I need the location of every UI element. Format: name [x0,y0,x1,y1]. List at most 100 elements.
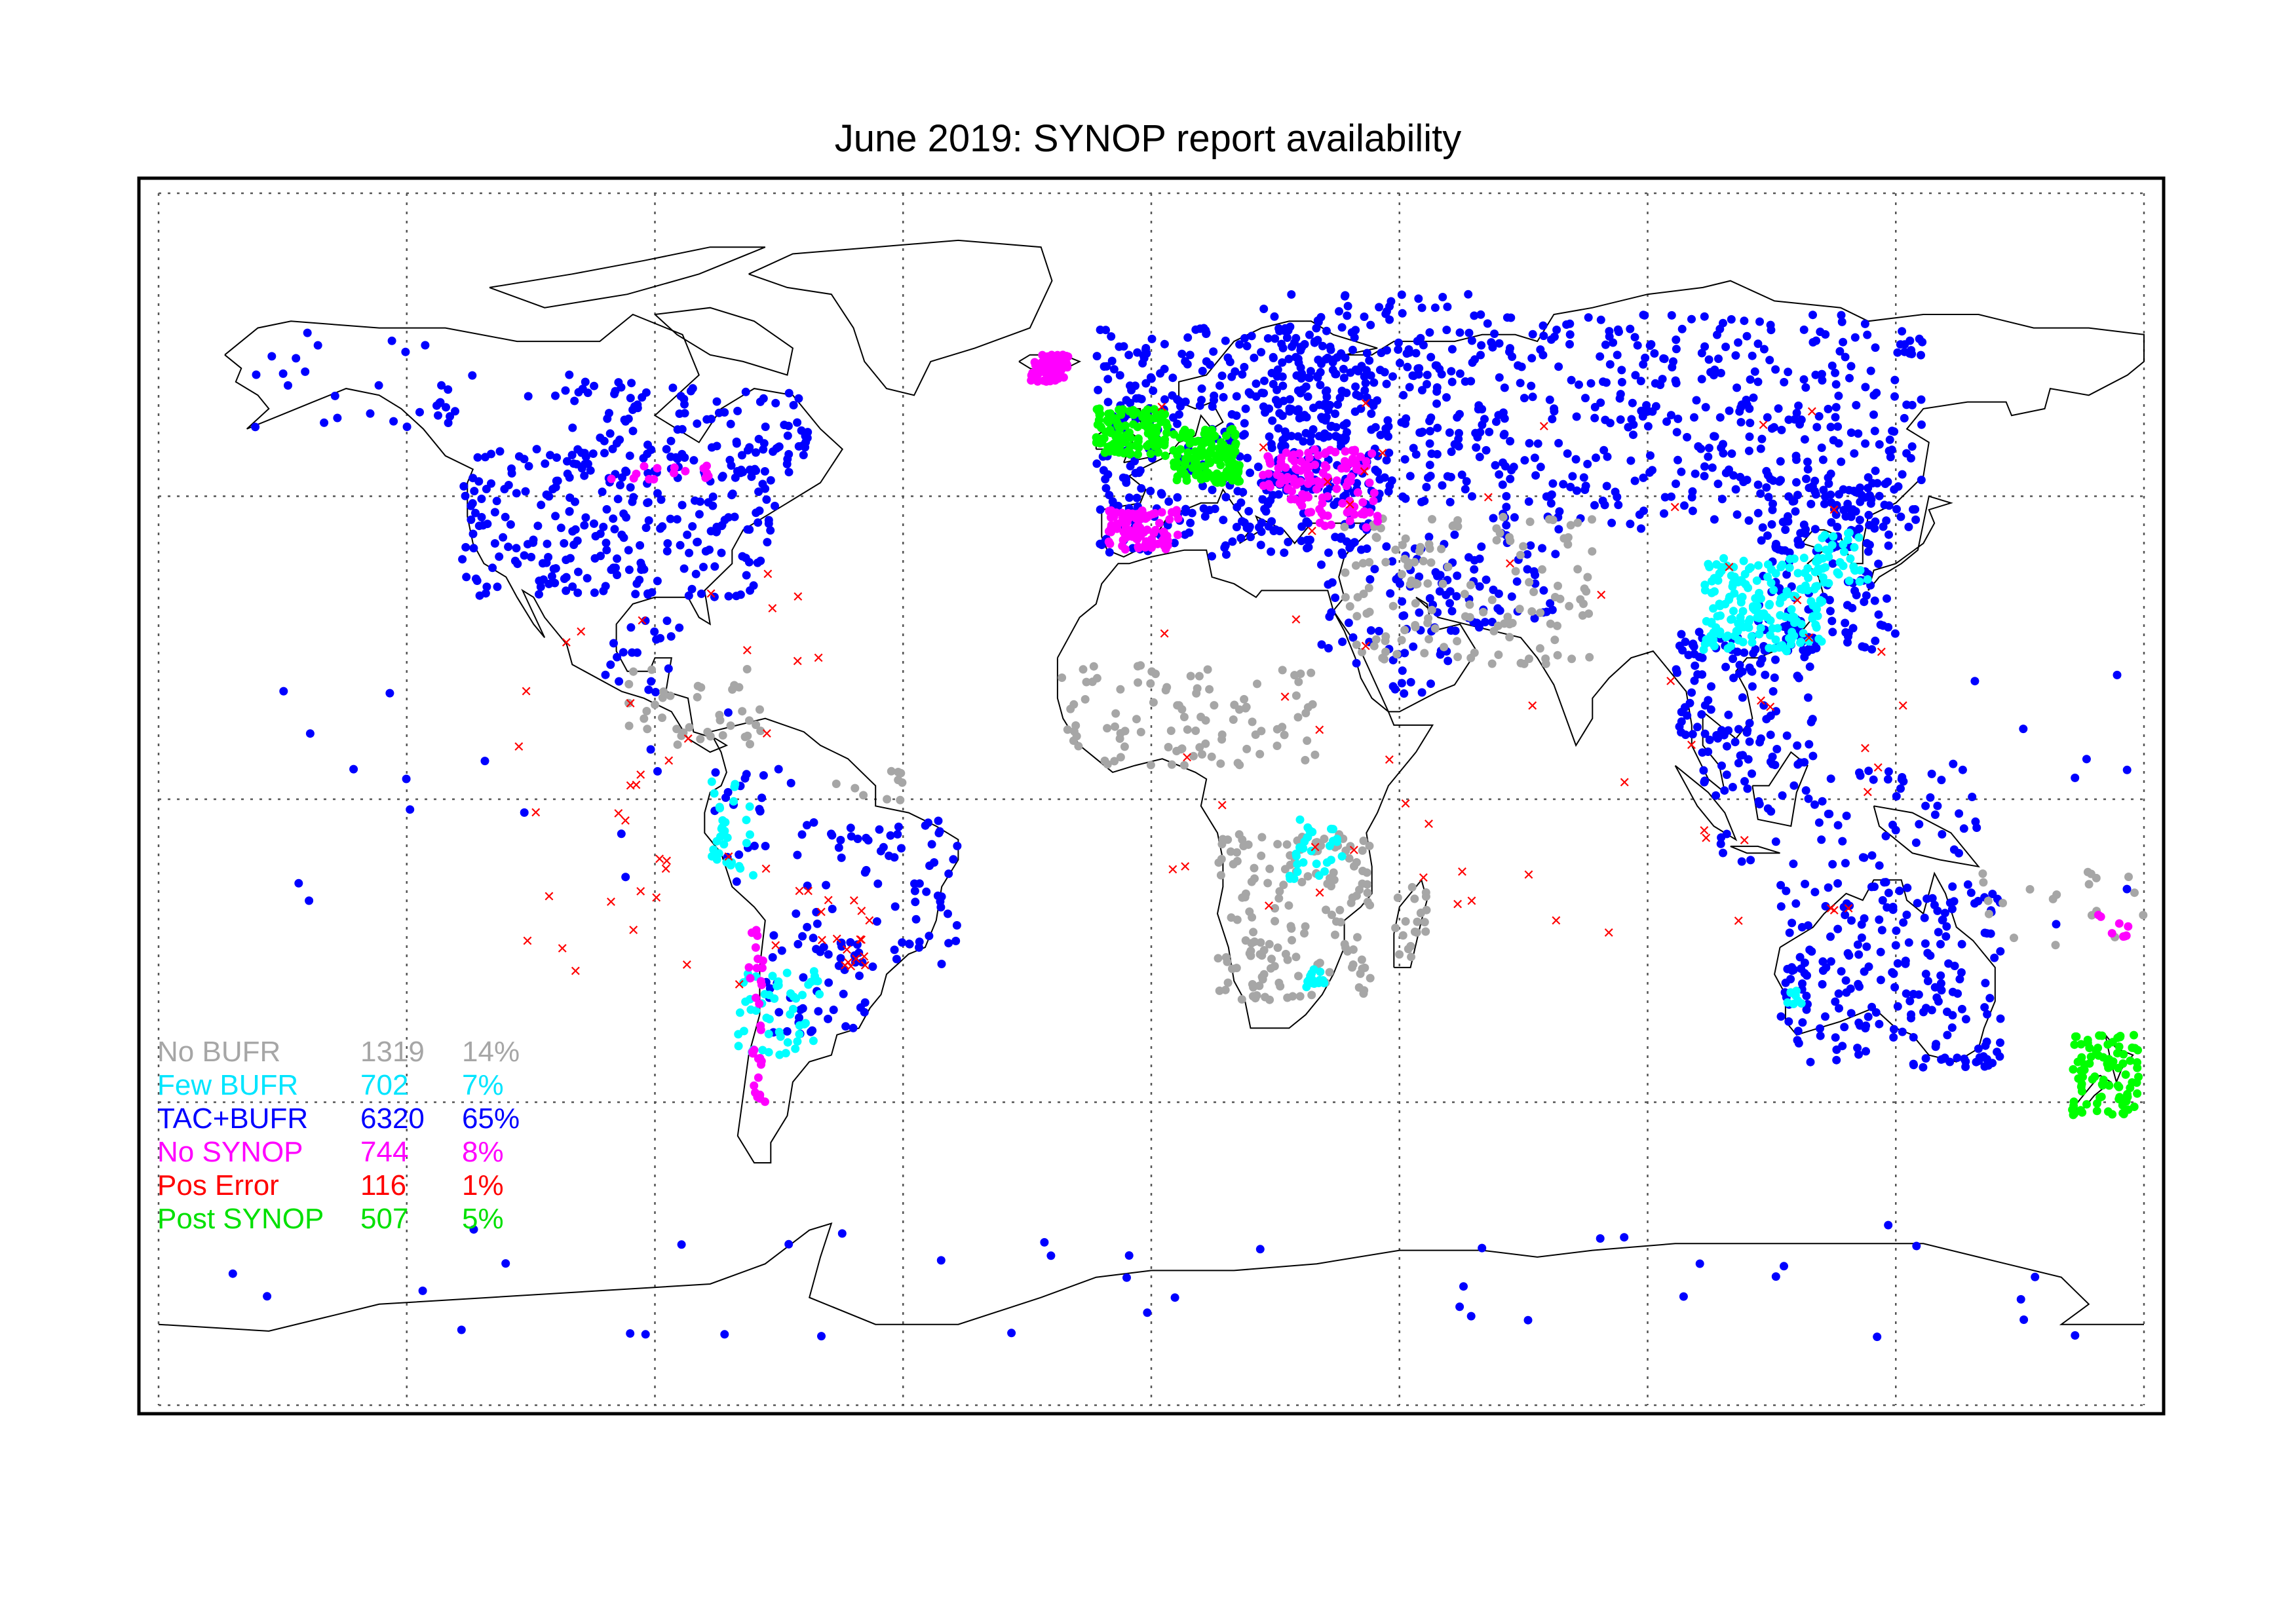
station-marker [2130,1044,2139,1053]
station-marker [757,793,767,803]
station-marker [1854,979,1863,989]
station-marker [1763,413,1772,422]
coastline-iceland [1018,354,1082,376]
station-marker [1902,989,1911,998]
station-marker [746,830,754,839]
station-marker [1082,677,1091,687]
station-marker-pos-error: ✕ [761,726,773,742]
station-marker [1352,858,1361,867]
station-marker [1031,359,1040,368]
station-marker [653,464,662,473]
station-marker [1324,406,1333,415]
station-marker [1236,498,1246,507]
station-marker-pos-error: ✕ [575,624,586,640]
station-marker [1690,413,1698,422]
station-marker [858,958,867,967]
station-marker [1746,419,1755,428]
station-marker [1007,1329,1016,1338]
station-marker-pos-error: ✕ [841,941,852,958]
station-marker [1732,383,1742,392]
station-marker [1710,587,1719,596]
station-marker [1166,727,1176,735]
station-marker [1921,1004,1930,1013]
station-marker [1637,406,1646,415]
station-marker [1160,339,1169,349]
station-marker [721,793,730,803]
station-marker [1313,846,1322,856]
station-marker [1397,635,1406,645]
station-marker [1240,694,1249,704]
station-marker [1241,704,1250,713]
station-marker [1821,492,1830,501]
coastline-south-america [704,717,959,1163]
station-marker [1937,776,1946,785]
station-marker [1111,722,1119,731]
station-marker [1694,652,1704,662]
station-marker [562,586,571,595]
station-marker [1605,360,1615,369]
station-marker [725,455,735,464]
station-marker [1528,330,1537,339]
station-marker [1835,557,1845,567]
station-marker [1794,401,1803,410]
station-marker-pos-error: ✕ [1872,759,1884,776]
station-marker [1839,547,1848,556]
station-marker [1257,833,1267,842]
station-marker [1884,888,1893,897]
station-marker [1898,1027,1907,1036]
station-marker [677,1240,686,1249]
station-marker [1314,432,1324,441]
station-marker [1674,414,1683,423]
station-marker [1105,527,1114,536]
station-marker [1607,518,1617,527]
station-marker [1801,584,1810,594]
station-marker [1147,535,1156,544]
station-marker [1934,928,1943,937]
station-marker [1478,1243,1487,1253]
station-marker [1313,373,1322,382]
station-marker [1980,928,1989,937]
station-marker-pos-error: ✕ [1738,832,1750,848]
station-marker [1755,317,1764,326]
station-marker [1635,510,1644,519]
station-marker [1138,506,1147,515]
station-marker [1257,518,1266,527]
map-frame [137,176,2166,1416]
station-marker [837,853,846,862]
station-marker [761,1097,769,1106]
station-marker [1437,544,1446,554]
station-marker [1869,390,1879,400]
station-marker [1365,557,1374,567]
station-marker [1871,517,1880,526]
station-marker [1132,493,1141,502]
station-marker [1744,564,1753,573]
station-marker [1284,354,1293,364]
station-marker [2078,1108,2087,1117]
station-marker [1294,677,1303,687]
station-marker [2092,1106,2101,1116]
station-marker [749,581,758,590]
station-marker [1755,738,1764,747]
station-marker [1495,373,1504,382]
station-marker [303,328,312,337]
legend-count: 6320 [360,1103,425,1135]
station-marker [664,664,673,673]
station-marker [1505,533,1514,542]
station-marker [832,780,841,788]
station-marker [1421,892,1430,901]
station-marker [1247,331,1256,341]
station-marker [1745,719,1754,728]
station-marker [1884,767,1893,776]
station-marker [1930,983,1940,992]
station-marker [1103,760,1112,769]
station-marker [1915,820,1924,829]
station-marker [1850,543,1859,552]
station-marker [1745,432,1754,442]
coastline-baffin [654,307,794,376]
station-marker [305,896,314,905]
station-marker [442,403,450,412]
station-marker [1771,365,1780,374]
station-marker [1831,997,1840,1006]
station-marker [1265,864,1274,873]
station-marker [1601,340,1610,349]
